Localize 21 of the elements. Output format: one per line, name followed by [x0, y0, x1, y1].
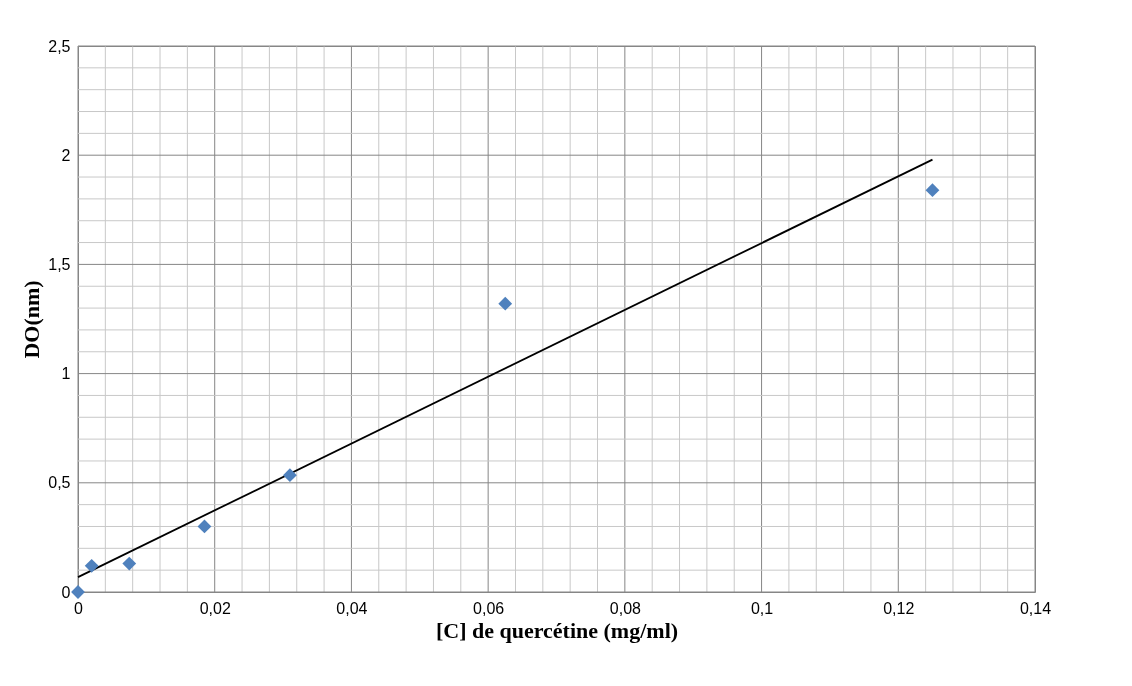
x-tick-label: 0,02 — [199, 599, 231, 617]
x-tick-label: 0,14 — [1019, 599, 1052, 617]
x-axis-title: [C] de quercétine (mg/ml) — [435, 617, 679, 643]
point — [498, 296, 513, 311]
point — [283, 468, 297, 483]
y-tick-label: 1 — [61, 365, 71, 383]
point — [122, 556, 137, 571]
y-tick-label: 0,5 — [48, 474, 71, 492]
point — [925, 183, 940, 198]
y-tick-label: 0 — [61, 583, 71, 601]
y-axis-title: DO(nm) — [19, 280, 45, 359]
x-tick-label: 0,08 — [609, 599, 642, 617]
x-tick-label: 0 — [74, 599, 84, 617]
x-tick-label: 0,06 — [473, 599, 505, 617]
x-tick-label: 0,04 — [336, 599, 368, 617]
y-tick-label: 2,5 — [48, 37, 71, 55]
y-tick-label: 1,5 — [48, 255, 71, 273]
point — [84, 558, 99, 573]
x-tick-label: 0,1 — [750, 599, 774, 617]
x-tick-label: 0,12 — [883, 599, 915, 617]
y-tick-label: 2 — [61, 146, 71, 164]
